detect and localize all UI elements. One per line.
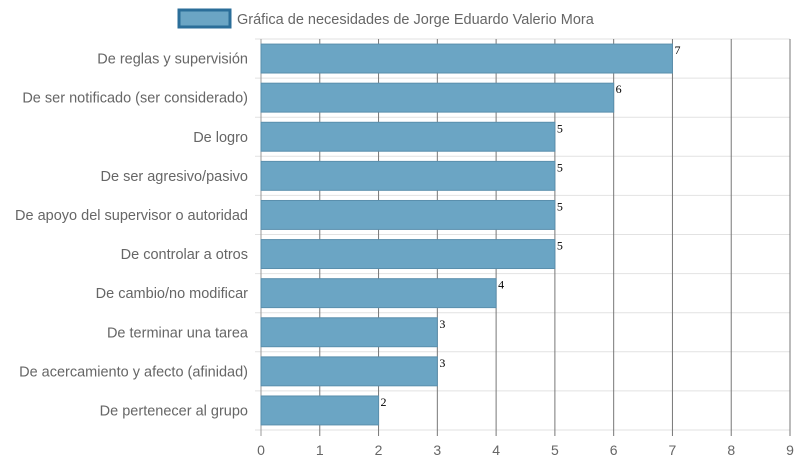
category-label: De cambio/no modificar — [96, 286, 248, 302]
bar-value-label: 5 — [557, 239, 563, 253]
bar[interactable] — [260, 82, 615, 113]
x-tick-label: 6 — [610, 442, 618, 458]
category-label: De acercamiento y afecto (afinidad) — [19, 364, 248, 380]
bar-value-label: 5 — [557, 121, 563, 135]
bar-value-label: 4 — [498, 278, 504, 292]
bar-value-label: 7 — [674, 43, 680, 57]
x-tick-label: 1 — [316, 442, 324, 458]
category-label: De controlar a otros — [121, 247, 248, 263]
bar-value-label: 6 — [616, 82, 622, 96]
bar[interactable] — [260, 317, 438, 348]
x-tick-label: 3 — [433, 442, 441, 458]
bar[interactable] — [260, 278, 497, 309]
chart-bars: 7 6 5 5 5 5 4 3 3 2 — [260, 43, 680, 426]
bar-value-label: 2 — [381, 395, 387, 409]
x-tick-label: 7 — [669, 442, 677, 458]
bar[interactable] — [260, 356, 438, 387]
category-label: De ser agresivo/pasivo — [101, 169, 249, 185]
value-axis: 0 1 2 3 4 5 6 7 8 9 — [257, 442, 794, 458]
legend-label: Gráfica de necesidades de Jorge Eduardo … — [237, 12, 595, 28]
category-label: De apoyo del supervisor o autoridad — [15, 208, 248, 224]
category-axis: De reglas y supervisión De ser notificado… — [15, 52, 249, 420]
bar[interactable] — [260, 121, 556, 152]
x-tick-label: 4 — [492, 442, 500, 458]
category-label: De terminar una tarea — [107, 325, 249, 341]
bar-value-label: 5 — [557, 160, 563, 174]
category-label: De pertenecer al grupo — [100, 403, 248, 419]
category-label: De reglas y supervisión — [97, 52, 248, 68]
category-label: De ser notificado (ser considerado) — [22, 91, 248, 107]
x-tick-label: 9 — [786, 442, 794, 458]
x-tick-label: 8 — [727, 442, 735, 458]
chart-legend[interactable]: Gráfica de necesidades de Jorge Eduardo … — [177, 8, 595, 29]
bar[interactable] — [260, 239, 556, 270]
bar-value-label: 3 — [439, 317, 445, 331]
x-tick-label: 2 — [375, 442, 383, 458]
bar[interactable] — [260, 199, 556, 230]
bar[interactable] — [260, 395, 380, 426]
bar[interactable] — [260, 43, 673, 74]
bar-value-label: 3 — [439, 356, 445, 370]
x-tick-label: 0 — [257, 442, 265, 458]
x-tick-label: 5 — [551, 442, 559, 458]
legend-swatch — [177, 8, 232, 29]
bar[interactable] — [260, 160, 556, 191]
category-label: De logro — [193, 130, 248, 146]
bar-value-label: 5 — [557, 199, 563, 213]
